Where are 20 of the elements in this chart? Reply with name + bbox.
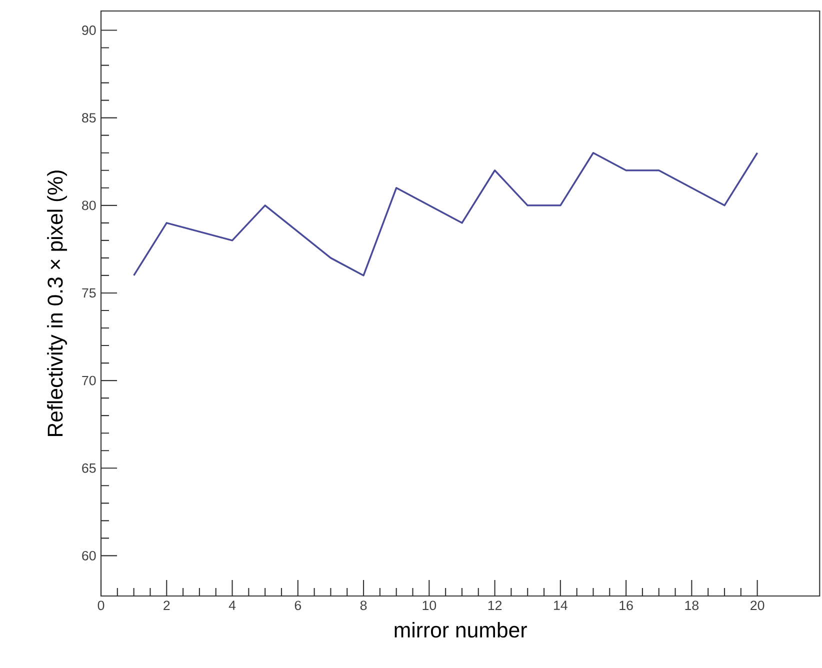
x-tick-label: 0 bbox=[98, 600, 104, 610]
y-tick-label: 60 bbox=[82, 550, 96, 560]
x-tick-label: 20 bbox=[750, 600, 764, 610]
x-tick-label: 16 bbox=[620, 600, 633, 610]
x-tick-label: 8 bbox=[360, 600, 367, 610]
y-tick-label: 85 bbox=[82, 113, 96, 123]
y-tick-label: 90 bbox=[82, 26, 96, 35]
x-tick-label: 14 bbox=[554, 600, 568, 610]
x-tick-label: 12 bbox=[488, 600, 502, 610]
x-axis-title: mirror number bbox=[394, 622, 527, 638]
y-tick-label: 70 bbox=[82, 376, 96, 386]
y-tick-label: 75 bbox=[82, 288, 96, 298]
x-tick-label: 18 bbox=[685, 600, 699, 610]
y-tick-label: 65 bbox=[82, 463, 96, 473]
x-tick-label: 10 bbox=[422, 600, 436, 610]
x-tick-label: 2 bbox=[164, 600, 170, 610]
x-tick-label: 4 bbox=[228, 600, 236, 610]
y-tick-label: 80 bbox=[82, 200, 96, 210]
y-axis-title: Reflectivity in 0.3 × pixel (%) bbox=[47, 170, 67, 436]
x-tick-label: 6 bbox=[294, 600, 302, 610]
